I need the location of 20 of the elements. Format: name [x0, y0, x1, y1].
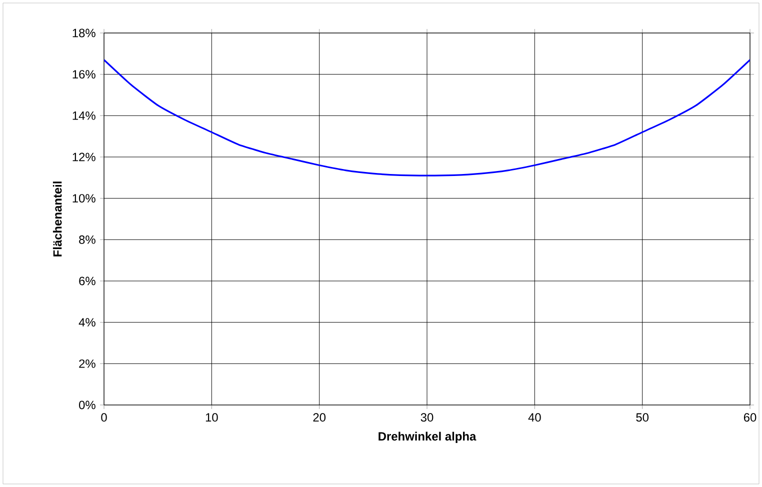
x-tick-label: 50	[636, 413, 649, 422]
x-tick-label: 0	[101, 413, 107, 422]
x-tick-label: 30	[420, 413, 434, 422]
y-axis-title: Flächenanteil	[52, 182, 62, 256]
x-tick-label: 20	[313, 413, 326, 422]
x-axis-title: Drehwinkel alpha	[378, 432, 476, 443]
y-tick-label: 14%	[72, 111, 96, 120]
y-tick-label: 18%	[72, 28, 96, 38]
y-tick-label: 4%	[78, 318, 96, 326]
y-tick-label: 2%	[79, 359, 96, 368]
y-tick-label: 10%	[72, 194, 96, 203]
line-series	[104, 59, 750, 176]
x-tick-label: 40	[528, 413, 541, 422]
y-tick-label: 0%	[79, 400, 96, 410]
y-tick-label: 6%	[79, 276, 96, 286]
y-tick-label: 12%	[72, 152, 96, 162]
y-tick-label: 16%	[72, 70, 96, 79]
x-tick-label: 60	[744, 413, 756, 422]
x-tick-label: 10	[206, 413, 218, 422]
y-tick-label: 8%	[79, 235, 96, 244]
